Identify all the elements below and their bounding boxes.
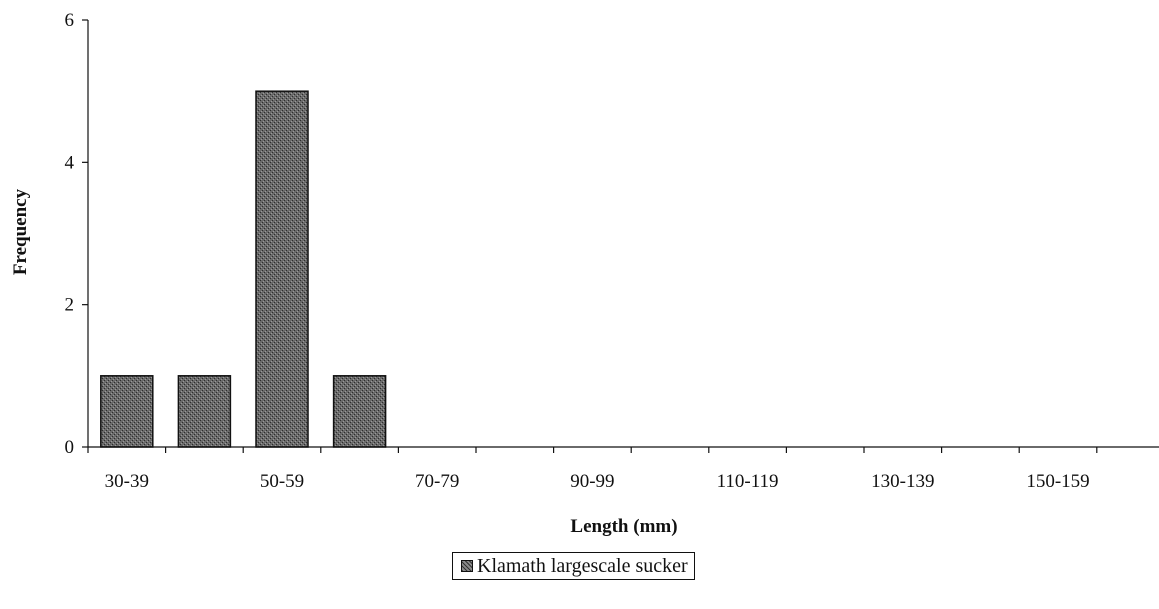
y-tick-label: 4 [65, 152, 75, 173]
legend-swatch [461, 560, 473, 572]
y-tick-label: 0 [65, 437, 75, 458]
bar-30-39 [100, 375, 154, 448]
x-tick-labels: 30-39 50-59 70-79 90-99 110-119 130-139 150-15… [105, 471, 1090, 492]
y-tick-label: 2 [65, 295, 75, 316]
x-tick-label: 110-119 [717, 471, 779, 492]
x-tick-label: 70-79 [415, 471, 459, 492]
x-tick-label: 130-139 [871, 471, 934, 492]
bars-group [100, 90, 387, 448]
y-tick-labels: 0 2 4 6 [65, 10, 75, 458]
bar-60-69 [332, 375, 387, 448]
x-tick-label: 30-39 [105, 471, 149, 492]
x-tick-label: 150-159 [1026, 471, 1089, 492]
legend-label: Klamath largescale sucker [477, 554, 688, 577]
bar-50-59 [255, 90, 309, 448]
bar-40-49 [177, 375, 232, 448]
y-tick-label: 6 [65, 10, 75, 31]
y-axis-title: Frequency [10, 188, 31, 275]
x-axis-title: Length (mm) [570, 516, 677, 537]
x-tick-label: 50-59 [260, 471, 304, 492]
axes-group [82, 19, 1159, 453]
x-tick-label: 90-99 [570, 471, 614, 492]
legend: Klamath largescale sucker [452, 552, 695, 580]
